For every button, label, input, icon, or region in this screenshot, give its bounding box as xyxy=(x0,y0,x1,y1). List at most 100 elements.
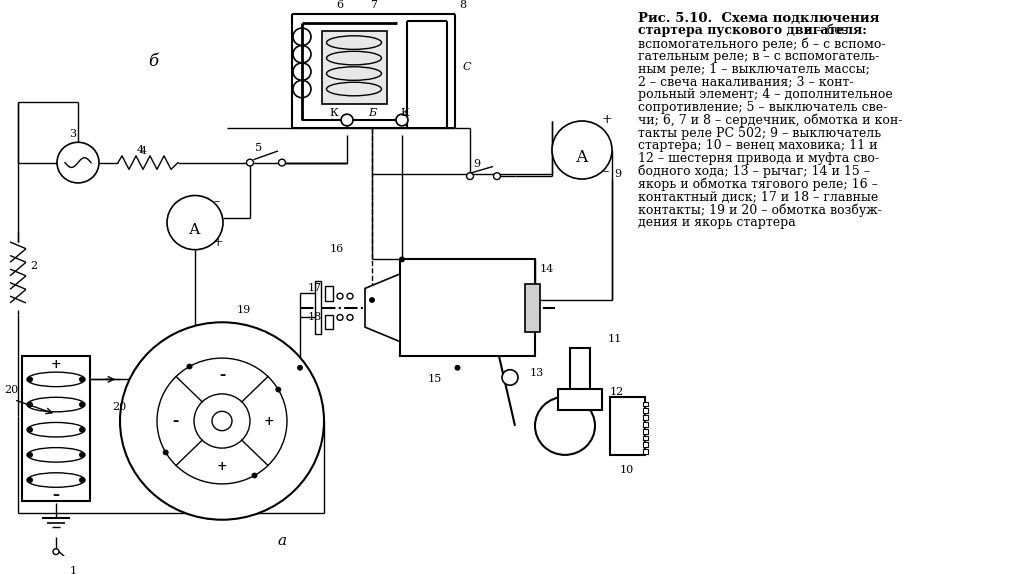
Bar xyxy=(643,415,648,420)
Bar xyxy=(22,356,90,501)
Circle shape xyxy=(79,402,85,408)
Text: 11: 11 xyxy=(608,334,623,344)
Text: Рис. 5.10.  Схема подключения: Рис. 5.10. Схема подключения xyxy=(638,11,880,25)
Circle shape xyxy=(27,402,33,408)
Circle shape xyxy=(502,370,518,385)
Circle shape xyxy=(337,293,343,299)
Text: –: – xyxy=(172,414,178,428)
Text: рольный элемент; 4 – дополнительное: рольный элемент; 4 – дополнительное xyxy=(638,88,893,101)
Bar xyxy=(643,429,648,433)
Bar xyxy=(322,31,387,103)
Text: 14: 14 xyxy=(540,264,554,274)
Circle shape xyxy=(252,472,257,478)
Text: 9: 9 xyxy=(614,169,622,179)
Bar xyxy=(643,409,648,413)
Text: А: А xyxy=(189,223,201,237)
Bar xyxy=(643,443,648,447)
Text: 1: 1 xyxy=(70,566,77,574)
Circle shape xyxy=(57,142,99,183)
Text: дения и якорь стартера: дения и якорь стартера xyxy=(638,216,796,229)
Text: вспомогательного реле; б – с вспомо-: вспомогательного реле; б – с вспомо- xyxy=(638,37,886,51)
Circle shape xyxy=(494,173,501,180)
Text: такты реле РС 502; 9 – выключатель: такты реле РС 502; 9 – выключатель xyxy=(638,127,881,139)
Text: 2: 2 xyxy=(30,261,37,272)
Circle shape xyxy=(212,412,232,430)
Text: +: + xyxy=(217,460,227,473)
Text: контактный диск; 17 и 18 – главные: контактный диск; 17 и 18 – главные xyxy=(638,191,879,203)
Text: –: – xyxy=(602,165,608,179)
Text: 17: 17 xyxy=(308,282,323,293)
Circle shape xyxy=(279,159,286,166)
Text: 4: 4 xyxy=(136,145,143,155)
Text: стартера пускового двигателя:: стартера пускового двигателя: xyxy=(638,24,867,37)
Circle shape xyxy=(337,315,343,320)
Bar xyxy=(610,397,645,455)
Text: сопротивление; 5 – выключатель све-: сопротивление; 5 – выключатель све- xyxy=(638,101,887,114)
Text: 3: 3 xyxy=(70,129,77,139)
Text: 15: 15 xyxy=(427,374,441,383)
Bar xyxy=(325,286,333,301)
Text: 6: 6 xyxy=(337,0,344,10)
Circle shape xyxy=(79,477,85,483)
Bar xyxy=(643,436,648,440)
Circle shape xyxy=(347,293,353,299)
Bar xyxy=(570,348,590,392)
Text: а: а xyxy=(278,534,286,548)
Circle shape xyxy=(27,452,33,458)
Circle shape xyxy=(455,365,461,371)
Text: контакты; 19 и 20 – обмотка возбуж-: контакты; 19 и 20 – обмотка возбуж- xyxy=(638,203,882,217)
Text: К: К xyxy=(330,108,338,118)
Text: а – без: а – без xyxy=(801,24,848,37)
Circle shape xyxy=(275,387,282,393)
Text: 13: 13 xyxy=(530,368,544,378)
Circle shape xyxy=(53,549,59,554)
Bar xyxy=(643,422,648,427)
Text: 12 – шестерня привода и муфта сво-: 12 – шестерня привода и муфта сво- xyxy=(638,152,879,165)
Text: 12: 12 xyxy=(610,387,625,397)
Circle shape xyxy=(186,363,193,370)
Text: чи; 6, 7 и 8 – сердечник, обмотка и кон-: чи; 6, 7 и 8 – сердечник, обмотка и кон- xyxy=(638,114,902,127)
Circle shape xyxy=(396,114,408,126)
Bar xyxy=(558,389,602,410)
Text: 10: 10 xyxy=(620,464,634,475)
Circle shape xyxy=(194,394,250,448)
Circle shape xyxy=(163,449,169,455)
Text: 5: 5 xyxy=(255,144,262,153)
Text: 18: 18 xyxy=(308,312,323,321)
Bar xyxy=(643,402,648,406)
Circle shape xyxy=(535,397,595,455)
Circle shape xyxy=(467,173,473,180)
Text: +: + xyxy=(264,414,274,428)
Circle shape xyxy=(120,322,324,519)
Circle shape xyxy=(79,452,85,458)
Text: 8: 8 xyxy=(459,0,466,10)
Text: 7: 7 xyxy=(371,0,378,10)
Circle shape xyxy=(347,315,353,320)
Circle shape xyxy=(27,427,33,433)
Circle shape xyxy=(399,257,406,262)
Circle shape xyxy=(79,377,85,382)
Circle shape xyxy=(157,358,287,484)
Circle shape xyxy=(247,159,254,166)
Text: 20: 20 xyxy=(112,402,126,412)
Text: 4: 4 xyxy=(139,146,146,156)
Text: якорь и обмотка тягового реле; 16 –: якорь и обмотка тягового реле; 16 – xyxy=(638,178,878,191)
Text: С: С xyxy=(463,62,471,72)
Text: 9: 9 xyxy=(473,159,480,169)
Text: 2 – свеча накаливания; 3 – конт-: 2 – свеча накаливания; 3 – конт- xyxy=(638,76,853,88)
Bar xyxy=(643,449,648,454)
Circle shape xyxy=(297,365,303,371)
Circle shape xyxy=(341,114,353,126)
Circle shape xyxy=(79,427,85,433)
Text: +: + xyxy=(602,113,612,126)
Text: К: К xyxy=(400,108,410,118)
Text: б: б xyxy=(148,53,158,70)
Circle shape xyxy=(73,561,79,567)
Text: –: – xyxy=(219,369,225,382)
Bar xyxy=(325,315,333,329)
Text: +: + xyxy=(213,236,223,249)
Bar xyxy=(315,281,321,334)
Circle shape xyxy=(552,121,612,179)
Text: 19: 19 xyxy=(237,305,251,315)
Text: –: – xyxy=(52,488,59,502)
